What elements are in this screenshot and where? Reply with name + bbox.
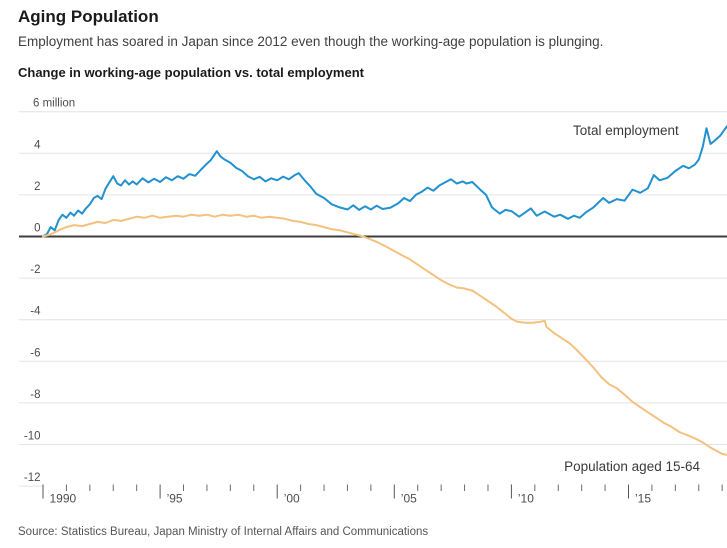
chart-canvas: 6 million 4 2 0 -2 -4 -6 -8 -10 -12 1990 ’95 ’00 ’05 ’…	[19, 98, 727, 506]
y-axis-tick-label: -10	[24, 431, 41, 443]
x-axis-tick-label: ’00	[284, 492, 300, 506]
x-axis-tick-label: 1990	[50, 492, 77, 506]
y-axis-tick-label: -8	[30, 389, 40, 401]
y-axis-tick-label: 6 million	[33, 98, 75, 110]
x-axis-tick-label: ’15	[635, 492, 651, 506]
series-label-population-aged-15-64: Population aged 15-64	[564, 459, 700, 474]
y-axis-tick-label: -2	[30, 264, 40, 276]
y-axis-tick-label: 0	[34, 223, 40, 235]
x-axis-tick-label: ’05	[401, 492, 417, 506]
x-axis-tick-label: ’95	[167, 492, 183, 506]
source-attribution: Source: Statistics Bureau, Japan Ministr…	[18, 526, 429, 538]
x-axis-tick-label: ’10	[518, 492, 534, 506]
y-axis-tick-label: -4	[30, 306, 41, 318]
y-axis-tick-label: -12	[24, 472, 41, 484]
series-line-population-aged-15-64	[42, 213, 727, 456]
series-line-total-employment	[42, 125, 727, 238]
page-title: Aging Population	[18, 7, 159, 26]
y-axis-tick-label: -6	[30, 347, 40, 359]
y-axis-tick-label: 2	[34, 181, 40, 193]
chart-title: Change in working-age population vs. tot…	[18, 65, 364, 80]
page-subtitle: Employment has soared in Japan since 201…	[18, 34, 604, 49]
series-label-total-employment: Total employment	[573, 123, 679, 138]
y-axis-tick-label: 4	[34, 139, 41, 151]
